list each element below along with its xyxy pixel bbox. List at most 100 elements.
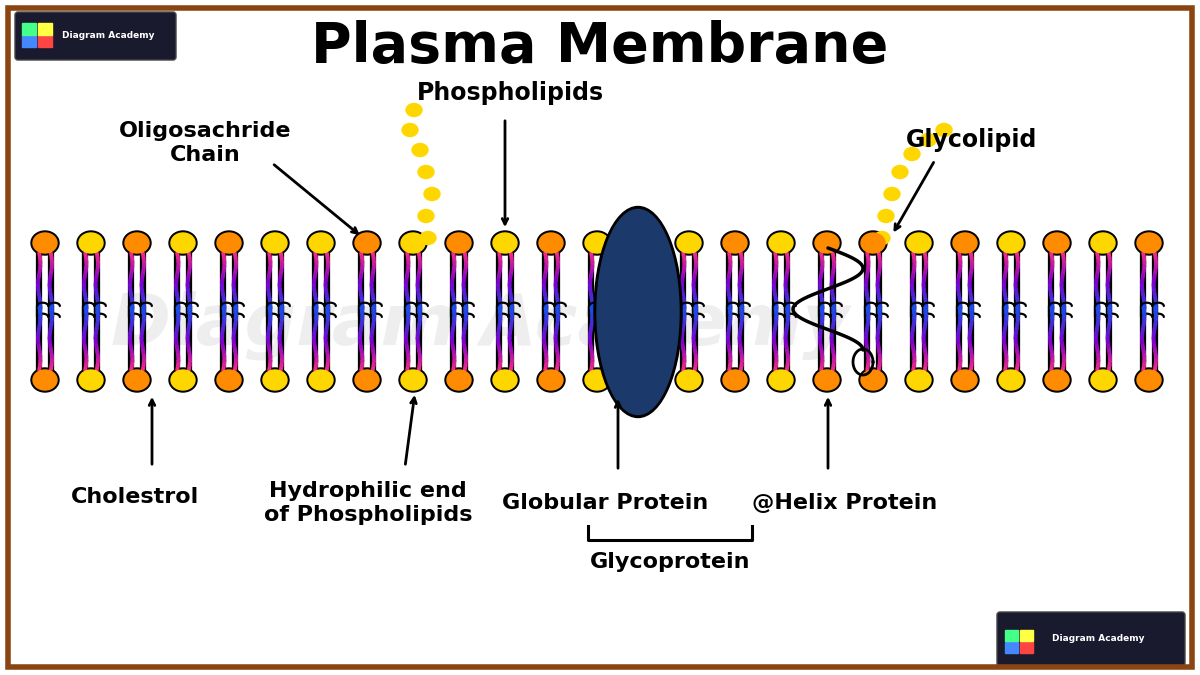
Ellipse shape — [1043, 368, 1072, 392]
Ellipse shape — [905, 231, 934, 255]
Ellipse shape — [674, 368, 703, 392]
Ellipse shape — [1091, 233, 1115, 253]
Ellipse shape — [31, 368, 59, 392]
Bar — [1020, 642, 1033, 653]
Ellipse shape — [124, 368, 151, 392]
Ellipse shape — [997, 231, 1025, 255]
Ellipse shape — [445, 368, 473, 392]
Ellipse shape — [674, 231, 703, 255]
Ellipse shape — [862, 370, 886, 390]
Ellipse shape — [920, 134, 936, 146]
Ellipse shape — [172, 233, 194, 253]
Ellipse shape — [446, 370, 470, 390]
Ellipse shape — [263, 370, 287, 390]
Ellipse shape — [1138, 233, 1162, 253]
Ellipse shape — [539, 370, 563, 390]
Ellipse shape — [1138, 370, 1162, 390]
Ellipse shape — [424, 188, 440, 200]
Ellipse shape — [1090, 231, 1117, 255]
Ellipse shape — [769, 370, 793, 390]
Ellipse shape — [491, 231, 520, 255]
Ellipse shape — [583, 231, 611, 255]
Ellipse shape — [217, 370, 241, 390]
Ellipse shape — [907, 233, 931, 253]
Ellipse shape — [1090, 368, 1117, 392]
Text: Phospholipids: Phospholipids — [416, 81, 604, 105]
Ellipse shape — [172, 370, 194, 390]
Ellipse shape — [952, 368, 979, 392]
Ellipse shape — [125, 370, 149, 390]
Text: Oligosachride
Chain: Oligosachride Chain — [119, 121, 292, 165]
Ellipse shape — [594, 207, 682, 418]
Ellipse shape — [677, 233, 701, 253]
Ellipse shape — [767, 231, 796, 255]
Ellipse shape — [406, 103, 422, 117]
Ellipse shape — [677, 370, 701, 390]
Ellipse shape — [1135, 368, 1163, 392]
Ellipse shape — [493, 370, 517, 390]
Ellipse shape — [998, 370, 1022, 390]
Ellipse shape — [1045, 233, 1069, 253]
Ellipse shape — [769, 233, 793, 253]
Text: Plasma Membrane: Plasma Membrane — [311, 20, 889, 74]
Ellipse shape — [353, 231, 382, 255]
Ellipse shape — [907, 370, 931, 390]
Ellipse shape — [814, 368, 841, 392]
Ellipse shape — [767, 368, 796, 392]
Ellipse shape — [263, 233, 287, 253]
Bar — [38, 35, 52, 47]
FancyBboxPatch shape — [14, 12, 176, 60]
Ellipse shape — [446, 233, 470, 253]
Ellipse shape — [217, 233, 241, 253]
Ellipse shape — [815, 233, 839, 253]
Ellipse shape — [1045, 370, 1069, 390]
Text: Diagram Academy: Diagram Academy — [1051, 634, 1145, 643]
Ellipse shape — [904, 148, 920, 161]
Ellipse shape — [586, 370, 610, 390]
Ellipse shape — [953, 370, 977, 390]
Ellipse shape — [307, 368, 335, 392]
Text: Hydrophilic end
of Phospholipids: Hydrophilic end of Phospholipids — [264, 481, 473, 525]
Ellipse shape — [721, 231, 749, 255]
Ellipse shape — [34, 233, 58, 253]
Ellipse shape — [936, 124, 952, 136]
Ellipse shape — [892, 165, 908, 178]
Ellipse shape — [905, 368, 934, 392]
Ellipse shape — [124, 231, 151, 255]
Ellipse shape — [398, 368, 427, 392]
Ellipse shape — [952, 231, 979, 255]
Ellipse shape — [79, 233, 103, 253]
Ellipse shape — [815, 370, 839, 390]
Bar — [1006, 630, 1018, 641]
FancyBboxPatch shape — [997, 612, 1186, 666]
Ellipse shape — [538, 231, 565, 255]
Bar — [1020, 630, 1033, 641]
Ellipse shape — [814, 231, 841, 255]
Ellipse shape — [722, 370, 746, 390]
Ellipse shape — [1043, 231, 1072, 255]
Ellipse shape — [859, 231, 887, 255]
Ellipse shape — [884, 188, 900, 200]
Text: Glycolipid: Glycolipid — [906, 128, 1038, 152]
Bar — [1006, 642, 1018, 653]
Text: Glycoprotein: Glycoprotein — [589, 552, 750, 572]
Ellipse shape — [412, 144, 428, 157]
Ellipse shape — [493, 233, 517, 253]
Ellipse shape — [401, 370, 425, 390]
Ellipse shape — [262, 231, 289, 255]
Ellipse shape — [215, 368, 242, 392]
Ellipse shape — [310, 370, 334, 390]
Ellipse shape — [586, 233, 610, 253]
Ellipse shape — [878, 209, 894, 223]
Ellipse shape — [998, 233, 1022, 253]
Bar — [38, 23, 52, 35]
Ellipse shape — [491, 368, 520, 392]
Ellipse shape — [310, 233, 334, 253]
Text: @Helix Protein: @Helix Protein — [752, 493, 937, 513]
Ellipse shape — [77, 231, 106, 255]
Ellipse shape — [79, 370, 103, 390]
Ellipse shape — [169, 231, 197, 255]
Ellipse shape — [355, 370, 379, 390]
Ellipse shape — [418, 209, 434, 223]
Ellipse shape — [420, 232, 436, 244]
